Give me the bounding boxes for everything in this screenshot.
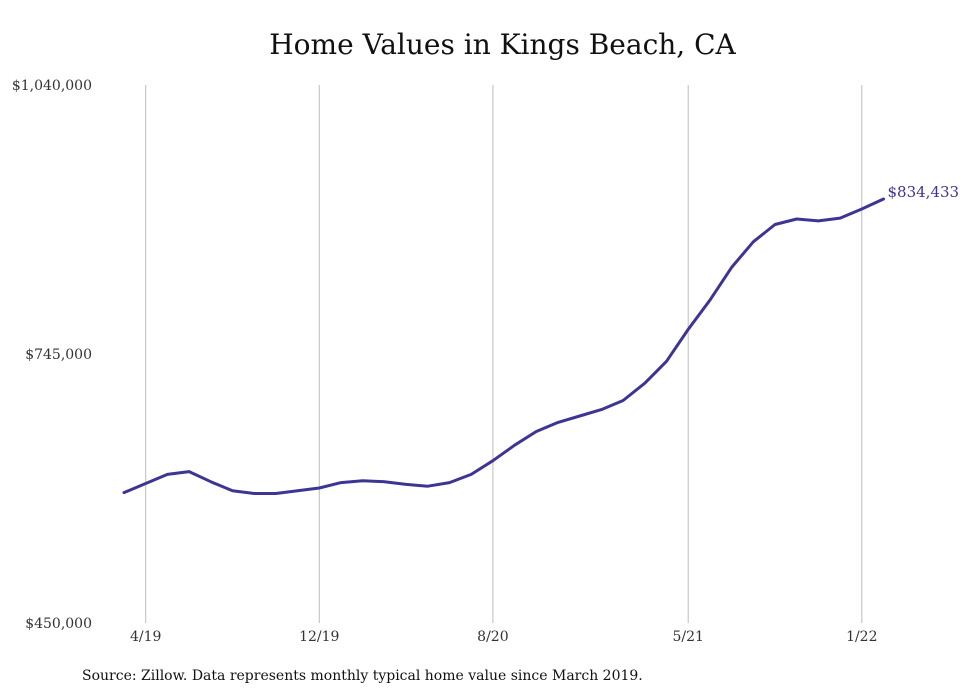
gridlines	[145, 85, 863, 623]
source-note: Source: Zillow. Data represents monthly …	[82, 668, 643, 684]
y-axis-ticks: $1,040,000 $745,000 $450,000	[12, 78, 92, 632]
x-tick-label: 12/19	[299, 629, 339, 645]
y-tick-label: $745,000	[25, 347, 92, 363]
x-axis-ticks: 4/19 12/19 8/20 5/21 1/22	[130, 629, 878, 645]
series-line-home-values	[122, 197, 885, 495]
chart-title: Home Values in Kings Beach, CA	[269, 28, 736, 61]
x-tick-label: 5/21	[672, 629, 703, 645]
x-tick-label: 8/20	[477, 629, 508, 645]
x-tick-label: 4/19	[130, 629, 161, 645]
x-tick-label: 1/22	[846, 629, 877, 645]
y-tick-label: $1,040,000	[12, 78, 92, 94]
y-tick-label: $450,000	[25, 616, 92, 632]
end-value-label: $834,433	[888, 183, 960, 201]
